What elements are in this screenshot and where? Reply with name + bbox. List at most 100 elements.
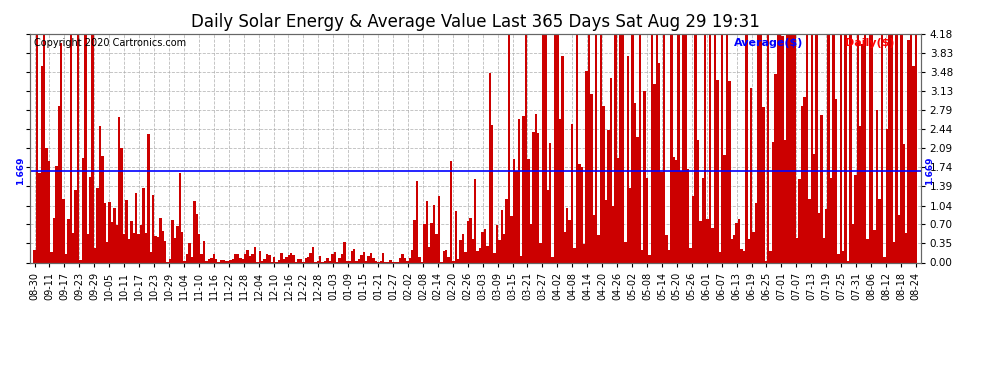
Bar (742, 251, 745, 262)
Bar (208, 259, 210, 262)
Bar (372, 258, 375, 262)
Bar (140, 225, 143, 262)
Bar (627, 56, 629, 262)
Bar (331, 254, 334, 262)
Bar (672, 158, 675, 262)
Bar (660, 172, 663, 262)
Bar (82, 158, 84, 262)
Bar (471, 240, 474, 262)
Bar (307, 257, 309, 262)
Bar (215, 259, 218, 262)
Bar (893, 242, 895, 262)
Bar (903, 144, 905, 262)
Bar (816, 34, 818, 262)
Bar (273, 256, 275, 262)
Bar (290, 253, 292, 262)
Bar (806, 34, 808, 262)
Bar (62, 199, 64, 262)
Bar (283, 260, 285, 262)
Text: 1.669: 1.669 (925, 157, 935, 185)
Bar (411, 251, 414, 262)
Bar (191, 257, 193, 262)
Bar (915, 34, 917, 262)
Bar (868, 34, 871, 262)
Bar (382, 253, 384, 262)
Bar (716, 80, 719, 262)
Bar (459, 240, 462, 262)
Bar (355, 261, 357, 262)
Bar (493, 254, 496, 262)
Bar (404, 258, 406, 262)
Bar (859, 126, 861, 262)
Bar (399, 258, 401, 262)
Bar (535, 114, 537, 262)
Bar (225, 261, 227, 262)
Bar (729, 81, 731, 262)
Bar (474, 179, 476, 262)
Bar (149, 252, 152, 262)
Bar (309, 253, 312, 262)
Bar (375, 261, 377, 262)
Bar (537, 133, 540, 262)
Bar (329, 261, 331, 262)
Bar (821, 115, 823, 262)
Bar (711, 228, 714, 262)
Bar (79, 260, 82, 262)
Bar (704, 34, 707, 262)
Bar (367, 256, 370, 262)
Bar (825, 209, 828, 262)
Bar (138, 234, 140, 262)
Bar (164, 241, 166, 262)
Bar (835, 99, 838, 262)
Bar (268, 255, 270, 262)
Bar (428, 247, 431, 262)
Bar (156, 237, 159, 262)
Bar (731, 239, 733, 262)
Bar (694, 34, 697, 262)
Bar (247, 251, 248, 262)
Bar (178, 173, 181, 262)
Bar (443, 251, 445, 262)
Bar (222, 260, 225, 262)
Bar (357, 259, 360, 262)
Bar (431, 223, 433, 262)
Bar (196, 214, 198, 262)
Bar (251, 254, 253, 262)
Bar (64, 254, 67, 262)
Bar (665, 235, 667, 262)
Bar (525, 34, 528, 262)
Bar (287, 255, 290, 262)
Bar (55, 166, 57, 262)
Bar (324, 261, 327, 262)
Bar (108, 202, 111, 262)
Bar (844, 34, 846, 262)
Bar (350, 251, 352, 262)
Bar (148, 134, 149, 262)
Bar (193, 201, 196, 262)
Bar (220, 260, 222, 262)
Bar (520, 256, 523, 262)
Bar (617, 158, 620, 262)
Bar (154, 236, 156, 262)
Bar (36, 34, 39, 262)
Bar (733, 235, 736, 262)
Bar (598, 235, 600, 262)
Bar (409, 258, 411, 262)
Bar (600, 34, 602, 262)
Bar (551, 257, 553, 262)
Bar (692, 196, 694, 262)
Bar (46, 148, 48, 262)
Bar (91, 34, 94, 262)
Bar (118, 117, 121, 262)
Bar (898, 214, 900, 262)
Bar (546, 190, 549, 262)
Bar (653, 84, 655, 262)
Bar (634, 103, 637, 262)
Bar (849, 34, 851, 262)
Bar (818, 213, 821, 262)
Bar (523, 116, 525, 262)
Bar (248, 256, 251, 262)
Bar (883, 257, 886, 262)
Bar (571, 124, 573, 262)
Bar (230, 260, 232, 262)
